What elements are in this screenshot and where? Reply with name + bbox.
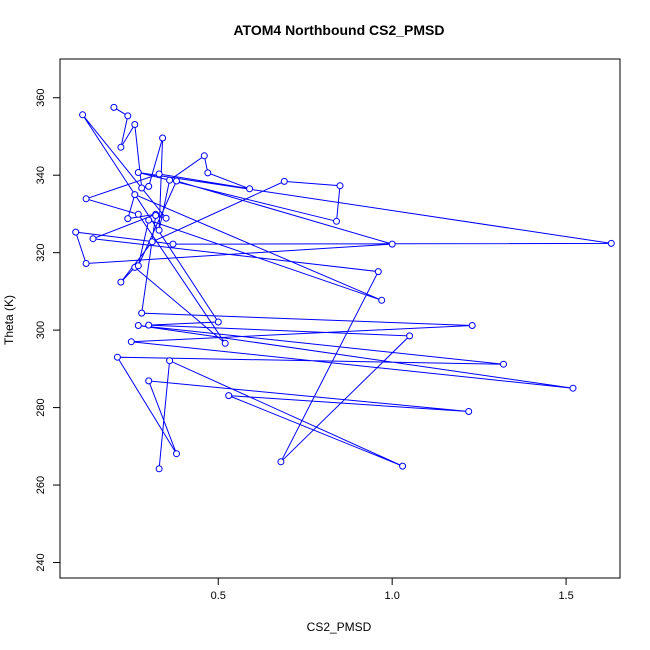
x-tick-label: 0.5 xyxy=(211,590,226,602)
data-point xyxy=(79,111,87,119)
data-point xyxy=(246,185,254,193)
data-point xyxy=(131,121,139,128)
data-point xyxy=(200,152,208,160)
data-point xyxy=(277,458,285,466)
data-point xyxy=(82,195,90,203)
data-point xyxy=(155,226,163,234)
y-tick-label: 280 xyxy=(35,398,47,416)
data-point xyxy=(388,240,396,248)
data-point xyxy=(117,143,125,151)
data-point xyxy=(607,239,615,247)
data-point xyxy=(280,177,288,185)
y-tick-label: 360 xyxy=(35,89,47,107)
data-point xyxy=(166,357,174,365)
data-point xyxy=(399,462,407,470)
data-point xyxy=(225,392,233,400)
data-point xyxy=(152,212,160,219)
data-point xyxy=(145,321,153,329)
data-point xyxy=(145,216,153,224)
data-point xyxy=(378,296,386,304)
y-axis: 240 260 280 300 320 340 360 xyxy=(35,89,61,572)
data-point xyxy=(134,210,142,218)
data-point xyxy=(148,238,156,246)
plot-frame xyxy=(59,58,621,579)
y-tick-label: 240 xyxy=(35,553,47,571)
y-axis-label: Theta (K) xyxy=(2,295,16,345)
data-point xyxy=(134,262,142,270)
x-tick-label: 1.0 xyxy=(385,590,400,602)
data-point xyxy=(214,318,222,326)
data-point xyxy=(406,332,414,340)
data-point xyxy=(155,465,163,473)
data-point xyxy=(110,103,118,111)
y-tick-label: 260 xyxy=(35,476,47,494)
data-point xyxy=(173,450,180,458)
data-point xyxy=(468,322,476,329)
data-point xyxy=(569,384,577,392)
data-point xyxy=(159,134,167,142)
data-point xyxy=(134,169,142,176)
data-point xyxy=(124,215,132,223)
data-point xyxy=(166,176,174,184)
data-point xyxy=(173,177,180,185)
data-point xyxy=(82,260,90,267)
data-point xyxy=(117,278,125,286)
data-point xyxy=(131,191,139,199)
data-point xyxy=(124,112,132,120)
data-point xyxy=(162,214,170,222)
data-point xyxy=(336,182,344,190)
x-tick-label: 1.5 xyxy=(558,590,573,602)
data-point xyxy=(145,377,153,385)
data-point xyxy=(145,182,153,190)
x-axis-label: CS2_PMSD xyxy=(307,620,372,634)
data-point xyxy=(138,309,146,317)
data-point xyxy=(134,322,142,329)
data-point xyxy=(155,170,163,178)
data-point xyxy=(221,339,229,347)
y-tick-label: 300 xyxy=(35,321,47,339)
data-point xyxy=(204,169,212,177)
data-point xyxy=(72,228,80,236)
chart-title: ATOM4 Northbound CS2_PMSD xyxy=(233,22,444,38)
data-points xyxy=(72,103,615,473)
data-point xyxy=(138,184,146,192)
y-tick-label: 320 xyxy=(35,243,47,261)
data-point xyxy=(500,360,507,368)
x-axis: 0.5 1.0 1.5 xyxy=(211,577,574,602)
data-point xyxy=(89,235,97,243)
data-point xyxy=(333,217,340,225)
data-point xyxy=(113,353,121,361)
series-line xyxy=(74,106,612,469)
data-point xyxy=(465,408,473,415)
data-point xyxy=(169,240,177,248)
data-point xyxy=(127,338,135,346)
y-tick-label: 340 xyxy=(35,166,47,184)
data-point xyxy=(374,268,382,276)
